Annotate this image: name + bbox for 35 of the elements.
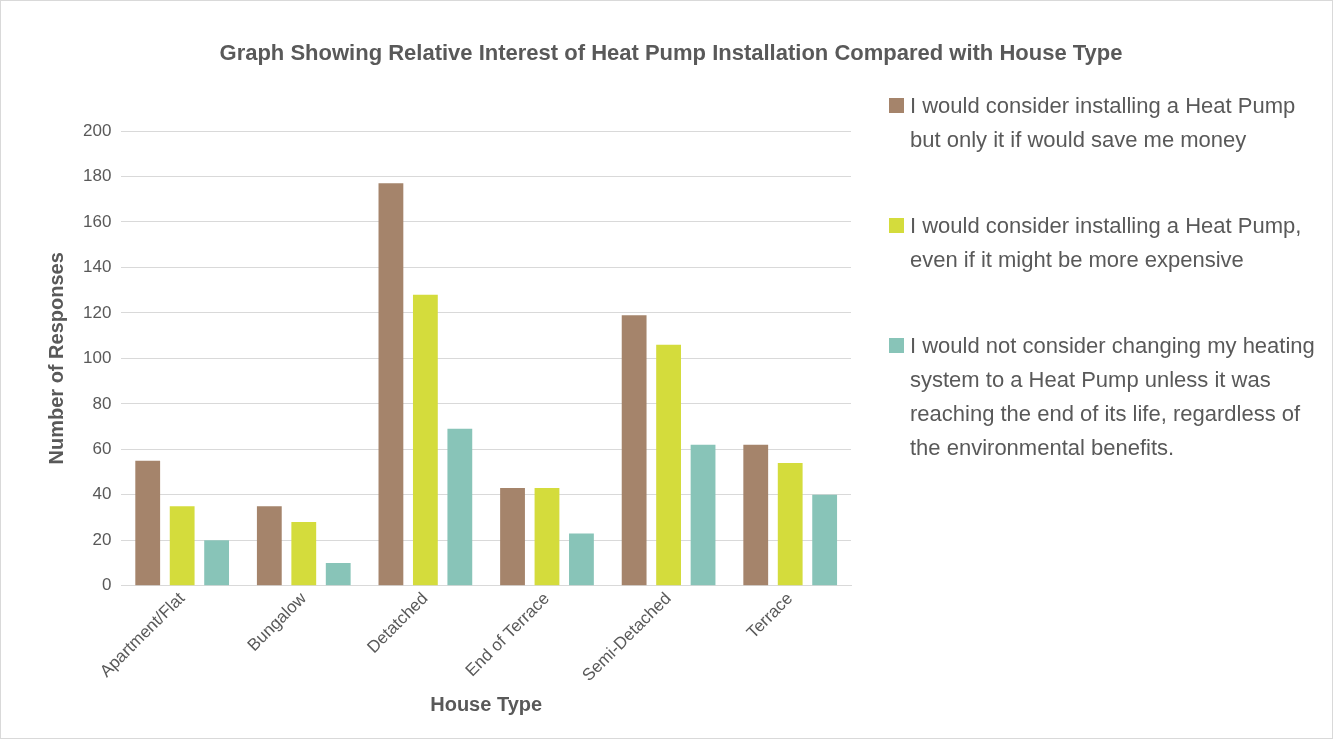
bar bbox=[447, 428, 473, 586]
bar bbox=[256, 506, 282, 586]
bar bbox=[569, 533, 594, 586]
bar bbox=[534, 487, 560, 586]
y-axis-title: Number of Responses bbox=[44, 252, 67, 465]
y-tick-label: 60 bbox=[92, 439, 112, 458]
y-tick-label: 20 bbox=[92, 529, 112, 549]
legend-label: I would not consider changing my heating system to a Heat Pump unless it was reaching the end of its life, regardless of the environmental benefits. bbox=[910, 332, 1316, 462]
bar bbox=[204, 540, 230, 586]
bar bbox=[325, 562, 351, 586]
bar bbox=[169, 506, 195, 586]
y-tick-label: 120 bbox=[82, 302, 112, 322]
y-tick-label: 200 bbox=[82, 120, 112, 140]
legend-label: I would consider installing a Heat Pump, even if it might be more expensive bbox=[910, 212, 1303, 274]
bar bbox=[812, 494, 838, 586]
bar bbox=[291, 522, 317, 586]
bar bbox=[777, 462, 803, 586]
y-tick-label: 160 bbox=[82, 211, 112, 231]
y-tick-label: 180 bbox=[82, 166, 112, 186]
bar bbox=[500, 487, 525, 586]
bar bbox=[621, 315, 647, 586]
bar bbox=[656, 344, 681, 586]
bar bbox=[743, 444, 769, 586]
bar bbox=[378, 183, 404, 586]
legend-label: I would consider installing a Heat Pump but only it if would save me money bbox=[910, 92, 1297, 154]
bar bbox=[135, 460, 161, 586]
y-tick-label: 40 bbox=[92, 484, 112, 504]
bar bbox=[412, 294, 438, 586]
chart-title: Graph Showing Relative Interest of Heat Pump Installation Compared with House Type bbox=[218, 39, 1124, 67]
y-tick-label: 0 bbox=[101, 575, 112, 595]
y-tick-label: 80 bbox=[92, 393, 112, 413]
y-tick-label: 140 bbox=[82, 257, 112, 277]
bar bbox=[690, 444, 716, 586]
x-axis-title: House Type bbox=[430, 692, 543, 715]
y-tick-label: 100 bbox=[82, 348, 112, 368]
